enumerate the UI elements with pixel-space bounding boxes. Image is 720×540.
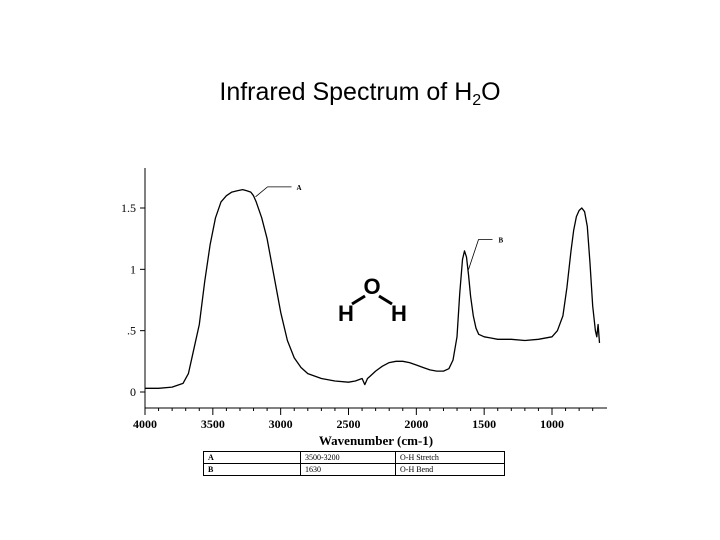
annotation-b-leader [468, 239, 493, 270]
table-cell-key: A [203, 451, 301, 464]
slide-title: Infrared Spectrum of H2O [0, 78, 720, 110]
table-row: A 3500-3200 O-H Stretch [203, 451, 505, 464]
x-tick-label: 1000 [540, 417, 564, 431]
table-cell-key: B [203, 463, 301, 476]
molecule-atom-h-left: H [338, 301, 354, 326]
y-tick-label: 1.5 [121, 201, 136, 215]
table-cell-range: 3500-3200 [300, 451, 396, 464]
chart-series [145, 188, 601, 389]
table-cell-assignment: O-H Bend [395, 463, 505, 476]
title-main: Infrared Spectrum of H [219, 78, 473, 106]
table-cell-assignment: O-H Stretch [395, 451, 505, 464]
y-tick-label: 0 [130, 385, 136, 399]
x-tick-label: 3500 [201, 417, 225, 431]
chart-ticks: 0 .5 1 1.5 4000 3500 3000 2500 2000 1500 1000 [121, 201, 594, 431]
annotation-b-label: B [499, 236, 504, 244]
x-tick-label: 2000 [404, 417, 428, 431]
spectrum-line [145, 188, 601, 389]
table-cell-range: 1630 [300, 463, 396, 476]
y-tick-label: .5 [127, 324, 136, 338]
molecule-atom-h-right: H [391, 301, 407, 326]
chart-annotations: AB [255, 184, 504, 270]
table-row: B 1630 O-H Bend [203, 463, 505, 476]
title-tail: O [481, 78, 501, 106]
x-tick-label: 4000 [133, 417, 157, 431]
molecule-bond-right [378, 294, 393, 306]
x-tick-label: 1500 [472, 417, 496, 431]
molecule-bond-left [351, 294, 366, 306]
annotation-a-label: A [297, 184, 302, 192]
water-molecule: O H H [338, 274, 407, 326]
x-axis-title: Wavenumber (cm-1) [319, 433, 433, 448]
annotation-a-leader [255, 186, 292, 198]
title-subscript: 2 [472, 92, 482, 109]
peak-assignment-table: A 3500-3200 O-H Stretch B 1630 O-H Bend [203, 451, 505, 476]
x-tick-label: 3000 [269, 417, 293, 431]
y-tick-label: 1 [130, 262, 136, 276]
molecule-atom-o: O [363, 274, 380, 299]
x-tick-label: 2500 [337, 417, 361, 431]
